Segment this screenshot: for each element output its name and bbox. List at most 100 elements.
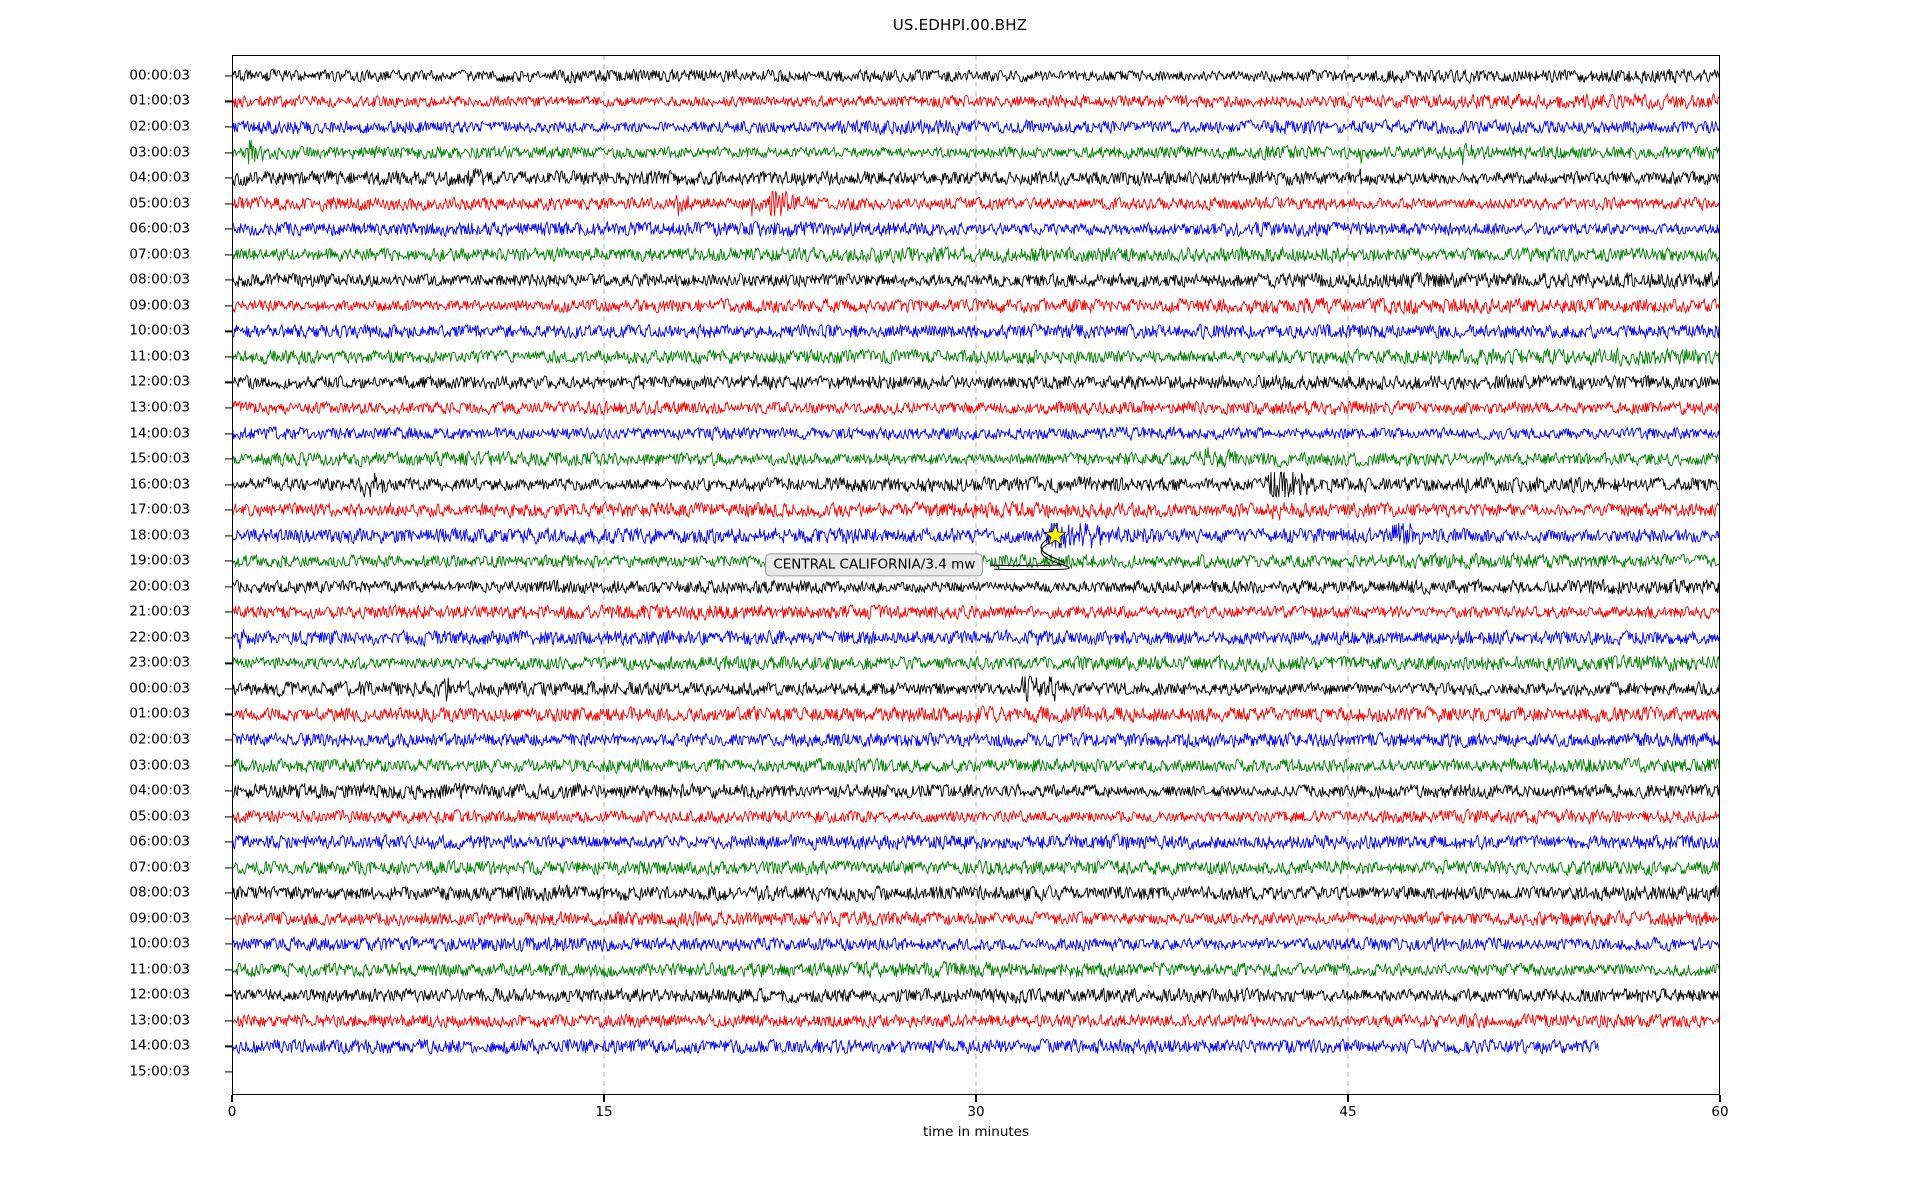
x-axis-tick-mark: [975, 1095, 977, 1102]
seismic-trace: [232, 578, 1720, 595]
y-axis-tick-label: 14:00:03: [129, 424, 190, 441]
x-axis-tick-label: 15: [595, 1104, 613, 1120]
page-title: US.EDHPI.00.BHZ: [892, 16, 1028, 34]
y-axis-tick-mark: [225, 254, 232, 256]
y-axis-tick-mark: [225, 713, 232, 716]
y-axis-tick-label: 15:00:03: [129, 1063, 190, 1080]
x-axis-tick-label: 0: [227, 1104, 237, 1120]
y-axis-tick-label: 12:00:03: [129, 986, 190, 1003]
y-axis-tick-mark: [225, 764, 232, 767]
seismic-trace: [232, 910, 1720, 928]
y-axis-tick-mark: [225, 560, 232, 562]
y-axis-tick-mark: [225, 943, 232, 945]
y-axis-tick-mark: [225, 994, 232, 996]
y-axis-tick-label: 11:00:03: [129, 348, 190, 365]
y-axis-tick-label: 08:00:03: [129, 884, 190, 901]
seismic-trace: [232, 859, 1720, 877]
y-axis-tick-mark: [225, 892, 232, 894]
seismic-traces: [232, 68, 1720, 1055]
y-axis-tick-label: 15:00:03: [129, 450, 190, 467]
y-axis-tick-mark: [225, 816, 232, 818]
seismic-trace: [232, 757, 1720, 774]
seismic-trace: [232, 323, 1720, 340]
seismic-trace: [232, 1038, 1599, 1055]
seismic-trace: [232, 654, 1720, 673]
y-axis-tick-label: 01:00:03: [129, 705, 190, 722]
y-axis-tick-mark: [225, 75, 232, 77]
y-axis-tick-label: 00:00:03: [129, 680, 190, 697]
y-axis-tick-label: 16:00:03: [129, 475, 190, 492]
y-axis-tick-label: 06:00:03: [129, 220, 190, 237]
seismic-trace: [232, 297, 1720, 315]
y-axis-tick-label: 02:00:03: [129, 118, 190, 135]
seismic-trace: [232, 347, 1720, 367]
y-axis-tick-label: 07:00:03: [129, 245, 190, 262]
earthquake-star-icon[interactable]: [1044, 523, 1067, 546]
y-axis-tick-label: 06:00:03: [129, 833, 190, 850]
seismic-trace: [232, 628, 1720, 650]
y-axis-tick-mark: [225, 100, 232, 103]
y-axis-tick-label: 22:00:03: [129, 629, 190, 646]
event-annotation-overlay: [990, 523, 1070, 571]
seismic-trace: [232, 471, 1720, 498]
y-axis-tick-mark: [225, 1045, 232, 1048]
x-axis-tick-mark: [603, 1095, 605, 1102]
y-axis-tick-mark: [225, 330, 232, 332]
y-axis-tick-label: 19:00:03: [129, 552, 190, 569]
y-axis-tick-label: 04:00:03: [129, 782, 190, 799]
y-axis-tick-label: 10:00:03: [129, 322, 190, 339]
seismic-trace: [232, 1013, 1720, 1029]
seismic-trace: [232, 676, 1720, 702]
y-axis-tick-mark: [225, 611, 232, 613]
seismic-trace: [232, 271, 1720, 289]
seismic-trace: [232, 246, 1720, 264]
seismic-trace: [232, 808, 1720, 825]
seismic-trace: [232, 884, 1720, 903]
y-axis-tick-mark: [225, 918, 232, 920]
y-axis-tick-mark: [225, 1020, 232, 1022]
x-axis-tick-label: 60: [1711, 1104, 1729, 1120]
y-axis-tick-label: 21:00:03: [129, 603, 190, 620]
y-axis-tick-mark: [225, 305, 232, 307]
y-axis-tick-mark: [225, 662, 232, 664]
y-axis-tick-mark: [225, 407, 232, 409]
y-axis-tick-label: 05:00:03: [129, 807, 190, 824]
seismic-trace: [232, 93, 1720, 111]
x-axis-tick-mark: [1347, 1095, 1349, 1102]
y-axis-tick-label: 09:00:03: [129, 910, 190, 927]
y-axis-tick-mark: [225, 126, 232, 128]
seismic-trace: [232, 522, 1720, 549]
y-axis-tick-mark: [225, 969, 232, 971]
y-axis-tick-label: 03:00:03: [129, 143, 190, 160]
y-axis-tick-mark: [225, 228, 232, 230]
y-axis-tick-mark: [225, 867, 232, 869]
y-axis-tick-mark: [225, 177, 232, 179]
y-axis-tick-mark: [225, 509, 232, 511]
seismic-trace: [232, 168, 1720, 187]
annotation-connector-line-2: [994, 542, 1070, 571]
seismic-trace: [232, 68, 1720, 84]
y-axis-tick-label: 10:00:03: [129, 935, 190, 952]
x-axis-tick-mark: [1719, 1095, 1721, 1102]
seismic-trace: [232, 961, 1720, 979]
y-axis-tick-mark: [225, 739, 232, 741]
y-axis-tick-label: 02:00:03: [129, 731, 190, 748]
y-axis-tick-mark: [225, 790, 232, 792]
y-axis-tick-mark: [225, 279, 232, 281]
seismic-trace: [232, 400, 1720, 416]
y-axis-tick-label: 09:00:03: [129, 297, 190, 314]
y-axis-tick-mark: [225, 381, 232, 384]
y-axis-tick-mark: [225, 432, 232, 435]
seismic-trace: [232, 833, 1720, 851]
event-annotation-label[interactable]: CENTRAL CALIFORNIA/3.4 mw: [765, 553, 984, 577]
seismic-trace: [232, 731, 1720, 749]
seismic-trace: [232, 935, 1720, 953]
y-axis-tick-label: 08:00:03: [129, 271, 190, 288]
y-axis-tick-label: 01:00:03: [129, 92, 190, 109]
x-axis-tick-label: 30: [967, 1104, 985, 1120]
y-axis-tick-mark: [225, 458, 232, 460]
y-axis-tick-label: 13:00:03: [129, 1012, 190, 1029]
y-axis-tick-label: 07:00:03: [129, 858, 190, 875]
y-axis-tick-label: 03:00:03: [129, 756, 190, 773]
y-axis-tick-label: 12:00:03: [129, 373, 190, 390]
